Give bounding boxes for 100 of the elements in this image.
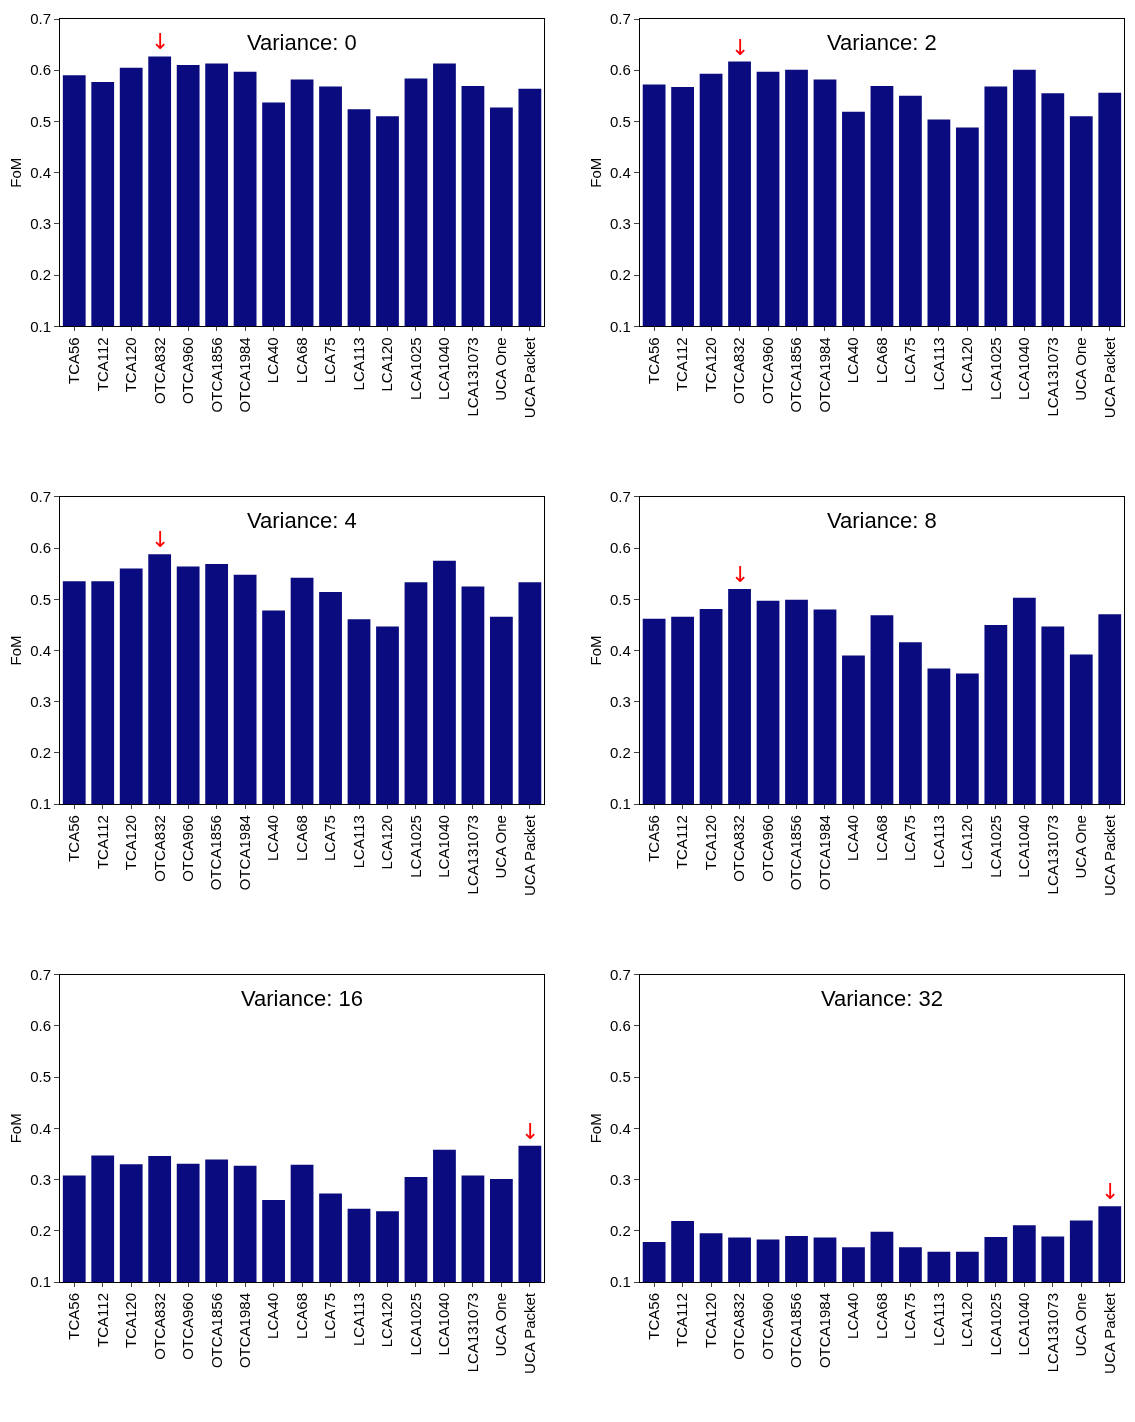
x-tick-label: OTCA1856 <box>787 815 805 891</box>
y-tick-label: 0.5 <box>610 590 631 608</box>
y-tick-label: 0.7 <box>610 488 631 506</box>
y-tick-label: 0.7 <box>30 10 51 28</box>
x-tick-label: OTCA960 <box>758 815 776 882</box>
x-tick-label: LCA113 <box>929 337 947 391</box>
y-tick-label: 0.1 <box>610 795 631 813</box>
y-tick-label: 0.6 <box>610 61 631 79</box>
x-tick-label: OTCA832 <box>730 1293 748 1360</box>
x-tick-label: UCA Packet <box>1100 1292 1118 1374</box>
x-tick-label: LCA120 <box>958 337 976 392</box>
annotation: ↓ <box>731 562 750 587</box>
x-tick-label: TCA112 <box>93 815 111 870</box>
x-tick-label: LCA75 <box>321 337 339 384</box>
x-tick-label: LCA131073 <box>463 337 481 417</box>
x-tick-label: LCA1025 <box>406 337 424 400</box>
x-tick-label: LCA40 <box>844 815 862 862</box>
y-tick-label: 0.6 <box>30 61 51 79</box>
y-tick-label: 0.3 <box>30 215 51 233</box>
x-tick-label: LCA68 <box>872 337 890 384</box>
y-tick-label: 0.4 <box>610 163 631 181</box>
x-tick-label: TCA56 <box>644 337 662 385</box>
x-tick-label: OTCA1856 <box>787 337 805 413</box>
annotation: ↓ <box>731 35 750 60</box>
x-tick-label: TCA56 <box>65 1293 83 1340</box>
text: Variance: 8 <box>827 508 937 533</box>
y-tick-label: 0.1 <box>30 317 51 335</box>
x-tick-label: LCA75 <box>901 815 919 862</box>
x-tick-label: UCA One <box>492 815 510 879</box>
x-tick-label: OTCA1984 <box>235 337 253 413</box>
x-tick-label: OTCA1856 <box>207 1293 225 1369</box>
y-axis-title: FoM <box>7 157 25 188</box>
y-tick-label: 0.1 <box>30 1273 51 1291</box>
x-tick-label: LCA75 <box>321 1293 339 1339</box>
y-axis-title: FoM <box>7 1113 25 1144</box>
y-tick-label: 0.6 <box>30 539 51 557</box>
text: Variance: 2 <box>827 30 937 55</box>
x-tick-label: LCA1040 <box>1015 815 1033 878</box>
x-tick-label: TCA56 <box>65 815 83 862</box>
x-tick-label: UCA Packet <box>520 336 538 419</box>
y-tick-label: 0.4 <box>30 163 51 181</box>
y-tick-label: 0.2 <box>610 266 631 284</box>
x-tick-label: TCA56 <box>65 337 83 385</box>
y-tick-label: 0.1 <box>610 1273 631 1291</box>
x-tick-label: LCA113 <box>349 815 367 869</box>
x-tick-label: TCA112 <box>93 1293 111 1347</box>
x-tick-label: TCA112 <box>93 337 111 392</box>
y-tick-label: 0.6 <box>30 1017 51 1035</box>
x-tick-label: LCA40 <box>844 1293 862 1339</box>
y-tick-label: 0.2 <box>30 744 51 762</box>
x-tick-label: OTCA1984 <box>815 1293 833 1369</box>
x-tick-label: LCA1040 <box>435 337 453 400</box>
x-tick-label: UCA Packet <box>1100 336 1118 419</box>
text: Variance: 16 <box>241 986 363 1011</box>
y-tick-label: 0.3 <box>30 1170 51 1188</box>
x-tick-label: LCA1025 <box>986 1293 1004 1356</box>
x-tick-label: OTCA960 <box>758 337 776 405</box>
y-tick-label: 0.4 <box>30 1119 51 1137</box>
x-tick-label: TCA120 <box>701 337 719 393</box>
x-tick-label: OTCA1856 <box>207 815 225 891</box>
x-tick-label: LCA1025 <box>986 337 1004 400</box>
x-tick-label: LCA40 <box>264 337 282 384</box>
x-tick-label: LCA120 <box>378 1293 396 1348</box>
x-tick-label: LCA113 <box>349 337 367 391</box>
x-tick-label: LCA120 <box>378 337 396 392</box>
x-tick-label: OTCA1856 <box>787 1293 805 1369</box>
x-tick-label: LCA131073 <box>463 1293 481 1373</box>
x-tick-label: OTCA832 <box>150 815 168 882</box>
y-tick-label: 0.4 <box>610 641 631 659</box>
y-axis-title: FoM <box>587 635 605 666</box>
y-tick-label: 0.4 <box>30 641 51 659</box>
annotation: ↓ <box>521 1119 540 1144</box>
y-tick-label: 0.5 <box>610 1068 631 1086</box>
x-tick-label: OTCA832 <box>730 815 748 882</box>
x-tick-label: LCA131073 <box>1043 815 1061 895</box>
y-tick-label: 0.3 <box>610 1170 631 1188</box>
x-tick-label: UCA One <box>1072 1293 1090 1357</box>
y-tick-label: 0.2 <box>30 266 51 284</box>
text: Variance: 0 <box>247 30 357 55</box>
x-tick-label: OTCA1856 <box>207 337 225 413</box>
y-tick-label: 0.1 <box>610 317 631 335</box>
y-tick-label: 0.5 <box>30 1068 51 1086</box>
y-tick-label: 0.5 <box>610 112 631 130</box>
y-tick-label: 0.6 <box>610 539 631 557</box>
y-tick-label: 0.1 <box>30 795 51 813</box>
x-tick-label: OTCA832 <box>150 1293 168 1360</box>
x-tick-label: OTCA960 <box>179 1293 197 1360</box>
x-tick-label: LCA1040 <box>435 1293 453 1356</box>
y-axis-title: FoM <box>587 157 605 188</box>
x-tick-label: LCA120 <box>958 815 976 870</box>
x-tick-label: LCA68 <box>872 1293 890 1339</box>
x-tick-label: TCA120 <box>122 815 140 871</box>
y-tick-label: 0.3 <box>610 215 631 233</box>
x-tick-label: TCA112 <box>673 337 691 392</box>
text: Variance: 4 <box>247 508 357 533</box>
x-tick-label: TCA120 <box>122 337 140 393</box>
y-tick-label: 0.4 <box>610 1119 631 1137</box>
x-tick-label: LCA1040 <box>435 815 453 878</box>
x-tick-label: LCA68 <box>292 337 310 384</box>
x-tick-label: OTCA1984 <box>235 815 253 891</box>
